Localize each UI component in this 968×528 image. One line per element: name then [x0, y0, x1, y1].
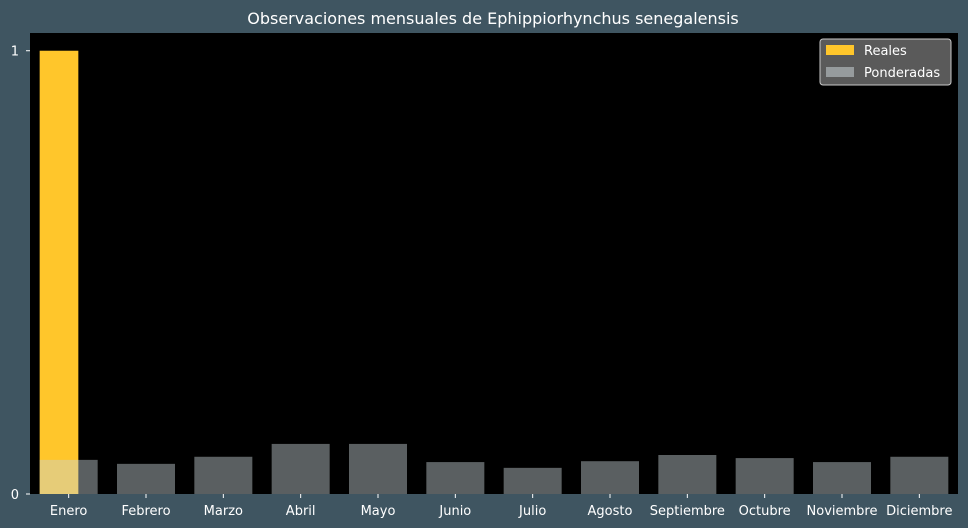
- bar-ponderadas-abril: [271, 443, 330, 494]
- legend-label-ponderadas: Ponderadas: [864, 66, 940, 81]
- x-tick-label: Agosto: [588, 504, 633, 519]
- bar-ponderadas-junio: [426, 462, 485, 494]
- y-tick-label: 0: [11, 488, 19, 503]
- bar-ponderadas-enero: [39, 459, 98, 494]
- x-axis: Enero Febrero Marzo Abril Mayo Junio Julio Agos…: [50, 494, 953, 519]
- bar-ponderadas-marzo: [194, 456, 253, 494]
- x-tick-label: Diciembre: [886, 504, 952, 519]
- plot-area: [30, 33, 958, 494]
- x-tick-label: Noviembre: [807, 504, 878, 519]
- bar-ponderadas-julio: [503, 467, 562, 494]
- ponderadas-bars: [39, 443, 949, 494]
- bar-ponderadas-septiembre: [658, 454, 717, 494]
- bar-reales-enero: [39, 50, 79, 494]
- legend-swatch-reales: [826, 45, 854, 55]
- x-tick-label: Abril: [286, 504, 316, 519]
- reales-bars: [39, 50, 79, 494]
- x-tick-label: Julio: [518, 504, 546, 519]
- bar-ponderadas-febrero: [117, 463, 175, 494]
- y-axis: 01: [11, 45, 30, 503]
- x-tick-label: Marzo: [204, 504, 243, 519]
- y-tick-label: 1: [11, 45, 19, 60]
- x-tick-label: Febrero: [121, 504, 170, 519]
- bar-ponderadas-agosto: [581, 461, 639, 494]
- legend-swatch-ponderadas: [826, 67, 854, 77]
- legend-label-reales: Reales: [864, 44, 907, 59]
- bar-ponderadas-diciembre: [890, 456, 949, 494]
- x-tick-label: Septiembre: [650, 504, 725, 519]
- x-tick-label: Enero: [50, 504, 88, 519]
- x-tick-label: Octubre: [739, 504, 791, 519]
- x-tick-label: Mayo: [361, 504, 396, 519]
- x-tick-label: Junio: [438, 504, 471, 519]
- chart-title: Observaciones mensuales de Ephippiorhync…: [247, 9, 738, 28]
- bar-ponderadas-noviembre: [813, 462, 871, 494]
- bar-ponderadas-mayo: [349, 443, 407, 494]
- chart-legend: Reales Ponderadas: [819, 38, 952, 86]
- bar-ponderadas-octubre: [735, 458, 794, 494]
